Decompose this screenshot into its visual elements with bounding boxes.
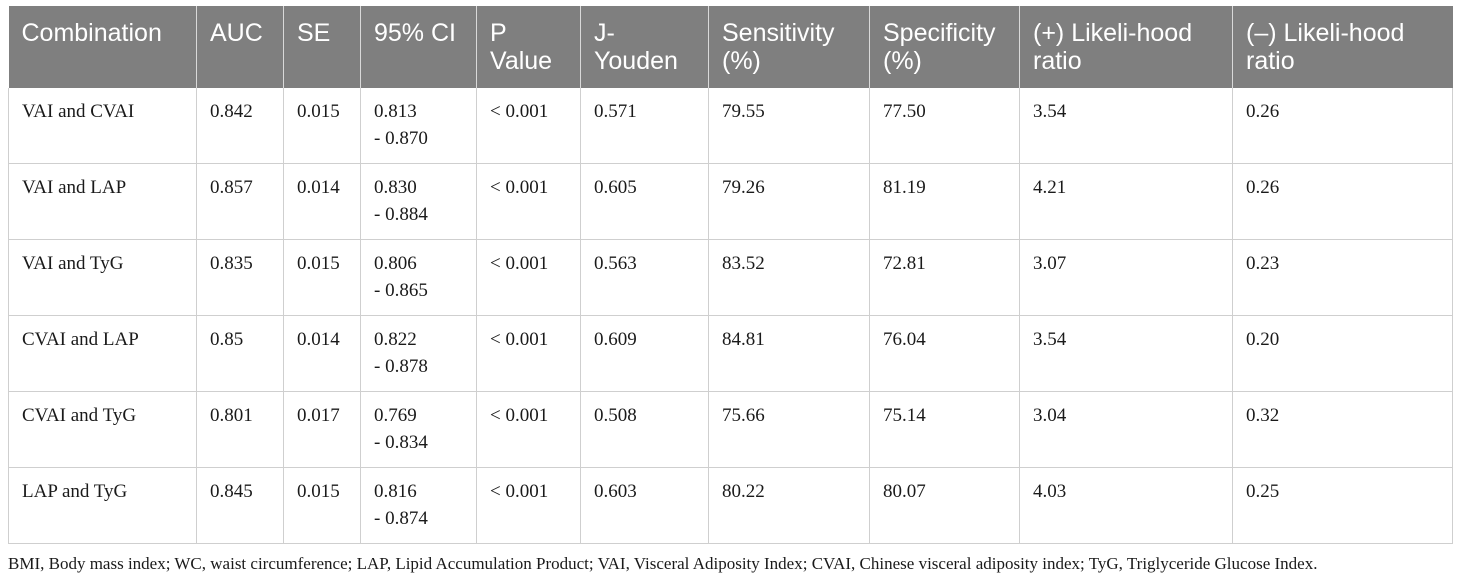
cell-positive-likelihood-ratio: 4.03	[1019, 467, 1233, 544]
cell-p-value: < 0.001	[476, 163, 581, 240]
header-negative-likelihood-ratio: (–) Likeli-hood ratio	[1232, 6, 1453, 88]
cell-95-ci: 0.822 - 0.878	[360, 315, 477, 392]
cell-auc: 0.801	[196, 391, 284, 468]
cell-95-ci: 0.769 - 0.834	[360, 391, 477, 468]
cell-j-youden: 0.508	[580, 391, 709, 468]
cell-positive-likelihood-ratio: 3.04	[1019, 391, 1233, 468]
cell-auc: 0.842	[196, 88, 284, 164]
cell-specificity: 80.07	[869, 467, 1020, 544]
cell-combination: VAI and TyG	[8, 239, 197, 316]
header-j-youden: J-Youden	[580, 6, 709, 88]
cell-negative-likelihood-ratio: 0.23	[1232, 239, 1453, 316]
cell-se: 0.014	[283, 163, 361, 240]
cell-specificity: 76.04	[869, 315, 1020, 392]
header-auc: AUC	[196, 6, 284, 88]
cell-positive-likelihood-ratio: 3.07	[1019, 239, 1233, 316]
cell-specificity: 72.81	[869, 239, 1020, 316]
cell-positive-likelihood-ratio: 4.21	[1019, 163, 1233, 240]
cell-negative-likelihood-ratio: 0.26	[1232, 88, 1453, 164]
table-row: VAI and LAP 0.857 0.014 0.830 - 0.884 < …	[8, 163, 1453, 240]
cell-se: 0.015	[283, 239, 361, 316]
cell-specificity: 77.50	[869, 88, 1020, 164]
table-footnote: BMI, Body mass index; WC, waist circumfe…	[8, 554, 1318, 573]
header-positive-likelihood-ratio: (+) Likeli-hood ratio	[1019, 6, 1233, 88]
table-row: VAI and CVAI 0.842 0.015 0.813 - 0.870 <…	[8, 88, 1453, 164]
table-row: CVAI and LAP 0.85 0.014 0.822 - 0.878 < …	[8, 315, 1453, 392]
cell-p-value: < 0.001	[476, 239, 581, 316]
results-table-container: Combination AUC SE 95% CI P Value J-Youd…	[8, 6, 1453, 544]
cell-sensitivity: 79.55	[708, 88, 870, 164]
cell-negative-likelihood-ratio: 0.26	[1232, 163, 1453, 240]
cell-auc: 0.857	[196, 163, 284, 240]
header-p-value: P Value	[476, 6, 581, 88]
header-specificity: Specificity (%)	[869, 6, 1020, 88]
cell-sensitivity: 84.81	[708, 315, 870, 392]
cell-p-value: < 0.001	[476, 88, 581, 164]
cell-combination: VAI and LAP	[8, 163, 197, 240]
results-table: Combination AUC SE 95% CI P Value J-Youd…	[8, 6, 1453, 544]
cell-95-ci: 0.816 - 0.874	[360, 467, 477, 544]
cell-auc: 0.85	[196, 315, 284, 392]
cell-positive-likelihood-ratio: 3.54	[1019, 88, 1233, 164]
cell-combination: CVAI and LAP	[8, 315, 197, 392]
cell-negative-likelihood-ratio: 0.32	[1232, 391, 1453, 468]
cell-auc: 0.845	[196, 467, 284, 544]
cell-se: 0.014	[283, 315, 361, 392]
cell-95-ci: 0.830 - 0.884	[360, 163, 477, 240]
cell-95-ci: 0.813 - 0.870	[360, 88, 477, 164]
cell-sensitivity: 75.66	[708, 391, 870, 468]
cell-j-youden: 0.563	[580, 239, 709, 316]
cell-combination: VAI and CVAI	[8, 88, 197, 164]
cell-sensitivity: 83.52	[708, 239, 870, 316]
cell-specificity: 75.14	[869, 391, 1020, 468]
cell-se: 0.015	[283, 88, 361, 164]
header-95-ci: 95% CI	[360, 6, 477, 88]
cell-j-youden: 0.603	[580, 467, 709, 544]
cell-j-youden: 0.571	[580, 88, 709, 164]
cell-sensitivity: 79.26	[708, 163, 870, 240]
cell-j-youden: 0.605	[580, 163, 709, 240]
cell-positive-likelihood-ratio: 3.54	[1019, 315, 1233, 392]
header-sensitivity: Sensitivity (%)	[708, 6, 870, 88]
cell-negative-likelihood-ratio: 0.20	[1232, 315, 1453, 392]
header-combination: Combination	[8, 6, 197, 88]
header-se: SE	[283, 6, 361, 88]
table-row: CVAI and TyG 0.801 0.017 0.769 - 0.834 <…	[8, 391, 1453, 468]
table-row: LAP and TyG 0.845 0.015 0.816 - 0.874 < …	[8, 467, 1453, 544]
cell-combination: CVAI and TyG	[8, 391, 197, 468]
cell-combination: LAP and TyG	[8, 467, 197, 544]
cell-sensitivity: 80.22	[708, 467, 870, 544]
cell-negative-likelihood-ratio: 0.25	[1232, 467, 1453, 544]
cell-p-value: < 0.001	[476, 315, 581, 392]
cell-auc: 0.835	[196, 239, 284, 316]
cell-p-value: < 0.001	[476, 391, 581, 468]
cell-se: 0.017	[283, 391, 361, 468]
header-row: Combination AUC SE 95% CI P Value J-Youd…	[8, 6, 1453, 88]
cell-se: 0.015	[283, 467, 361, 544]
cell-p-value: < 0.001	[476, 467, 581, 544]
cell-j-youden: 0.609	[580, 315, 709, 392]
cell-95-ci: 0.806 - 0.865	[360, 239, 477, 316]
table-row: VAI and TyG 0.835 0.015 0.806 - 0.865 < …	[8, 239, 1453, 316]
cell-specificity: 81.19	[869, 163, 1020, 240]
